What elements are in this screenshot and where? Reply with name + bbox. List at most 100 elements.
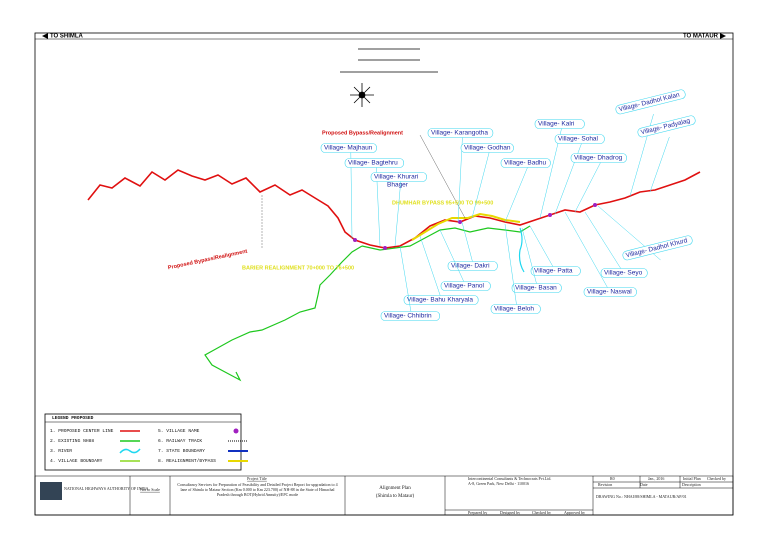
village-label: Village- Dakri <box>447 261 498 271</box>
revision-header: Date <box>640 482 648 487</box>
leader-line <box>439 229 468 291</box>
village-name: Village- Karangotha <box>431 130 488 137</box>
village-name: Village- Dhadrog <box>574 155 623 162</box>
legend-symbol <box>233 428 239 434</box>
revision-headers: Revision Date Description <box>598 482 701 487</box>
village-label: Village- Panol <box>440 281 491 291</box>
village-box <box>615 89 686 115</box>
project-title-box: Consultancy Services for Preparation of … <box>177 482 337 497</box>
realignment <box>411 212 521 241</box>
logo <box>40 482 62 500</box>
revision-header: Revision <box>598 482 612 487</box>
leader-line <box>504 223 518 314</box>
village-name: Village- Dadhol Kalan <box>618 91 681 113</box>
leader-line <box>584 211 627 278</box>
rev-date: Jan., 2016 <box>648 476 664 482</box>
village-name: Village- Badhu <box>504 160 547 167</box>
leader <box>419 134 466 219</box>
village-label: Village- Kalri <box>534 119 585 129</box>
legend-label: 7. STATE BOUNDARY <box>158 448 205 454</box>
drawing-subtitle: (Shimla to Mataur) <box>376 494 415 499</box>
legend-title: LEGEND PROPOSED <box>52 415 94 421</box>
annotation: DHUMHAR BYPASS 95+500 TO 99+500 <box>392 200 493 206</box>
village-box <box>511 283 562 293</box>
village-name: Village- Seyo <box>604 270 643 277</box>
village-name: Village- Bagtehru <box>348 160 398 167</box>
leader-line <box>564 211 613 297</box>
existing-road <box>204 245 363 382</box>
legend-label: 1. PROPOSED CENTER LINE <box>50 428 114 434</box>
proposed-center-line <box>87 169 701 249</box>
leader-line <box>649 136 670 193</box>
village-name: Village- Basan <box>515 285 557 292</box>
village-name: Village- Panol <box>444 283 485 290</box>
village-label: Village- Karangotha <box>427 128 494 138</box>
village-label: Village- Godhan <box>460 143 514 153</box>
village-name: Village- Beloh <box>494 306 534 313</box>
drawing-title: Alignment Plan <box>379 486 411 491</box>
village-markers <box>353 203 597 250</box>
north-arrow <box>350 83 374 107</box>
village-label: Village- Dhadrog <box>570 153 627 163</box>
village-name: Village- Majhaun <box>324 145 373 152</box>
village-box <box>447 261 498 271</box>
river <box>518 227 525 273</box>
village-label: Village- Chhibrin <box>380 311 441 321</box>
village-label: Village- Sohal <box>554 134 605 144</box>
leader-line <box>504 166 528 223</box>
annotation: BARIER REALIGNMENT 70+000 TO 76+500 <box>242 265 354 271</box>
village-box <box>380 311 441 321</box>
village-label: Village- Padyalag <box>637 115 696 138</box>
rev-desc: Initial Plan <box>683 476 701 481</box>
village-label: Village- Basan <box>511 283 562 293</box>
consultant-address: A-8, Green Park, New Delhi - 110016 <box>468 481 529 487</box>
signature-label: Prepared by <box>468 510 487 515</box>
village-label: Village- Dadhol Khurd <box>622 235 693 261</box>
leader-line <box>471 151 490 219</box>
village-box <box>554 134 605 144</box>
village-name: Village- Patta <box>534 268 573 275</box>
signature-label: Approved by <box>564 510 585 515</box>
legend-label: 5. VILLAGE NAME <box>158 428 200 434</box>
village-box <box>570 153 627 163</box>
village-box <box>530 266 581 276</box>
drawing-no: DRAWING No.: NHAI/88/SHIMLA - MATAUR/AP/… <box>596 494 687 499</box>
legend-label: 8. REALIGNMENT/BYPASS <box>158 458 216 464</box>
signatures: Prepared by Designed by Checked by Approved… <box>468 510 585 515</box>
village-box <box>500 158 551 168</box>
village-box <box>403 295 479 305</box>
village-box <box>370 172 427 182</box>
village-name: Village- Naswal <box>587 289 632 296</box>
village-label: Village- Badhu <box>500 158 551 168</box>
legend-label: 6. RAILWAY TRACK <box>158 438 202 444</box>
legend-symbol <box>119 448 141 454</box>
consultant: Intercontinental Consultants & Technocra… <box>468 476 551 481</box>
village-box <box>460 143 514 153</box>
arrow-right <box>720 33 726 39</box>
village-label: Village- Seyo <box>600 268 648 278</box>
village-label: Village- Bagtehru <box>344 158 405 168</box>
village-name: Village- Khurari <box>374 174 418 181</box>
village-box <box>600 268 648 278</box>
leader-line <box>394 180 402 247</box>
village-label: Village- Dadhol Kalan <box>615 89 686 115</box>
project-title-label: Project Title <box>247 476 267 481</box>
annotation: Proposed Bypass/Realignment <box>167 249 248 272</box>
title-placeholder-lines <box>340 48 438 73</box>
village-name: Village- Dakri <box>451 263 490 270</box>
village-box <box>344 158 405 168</box>
village-label: Village- Bahu Kharyala <box>403 295 479 305</box>
village-box <box>583 287 637 297</box>
village-box <box>320 143 377 153</box>
village-name: Bhager <box>387 182 409 189</box>
village-box <box>490 304 541 314</box>
existing-road-2 <box>361 225 531 251</box>
village-labels: Village- Majhaun Village- Bagtehru Village… <box>320 89 696 321</box>
village-box <box>440 281 491 291</box>
village-box <box>637 115 696 138</box>
title-block <box>34 475 734 516</box>
rev-checked: Checked by <box>707 476 726 481</box>
client: NATIONAL HIGHWAYS AUTHORITY OF INDIA <box>64 486 149 491</box>
village-label: Village- Naswal <box>583 287 637 297</box>
